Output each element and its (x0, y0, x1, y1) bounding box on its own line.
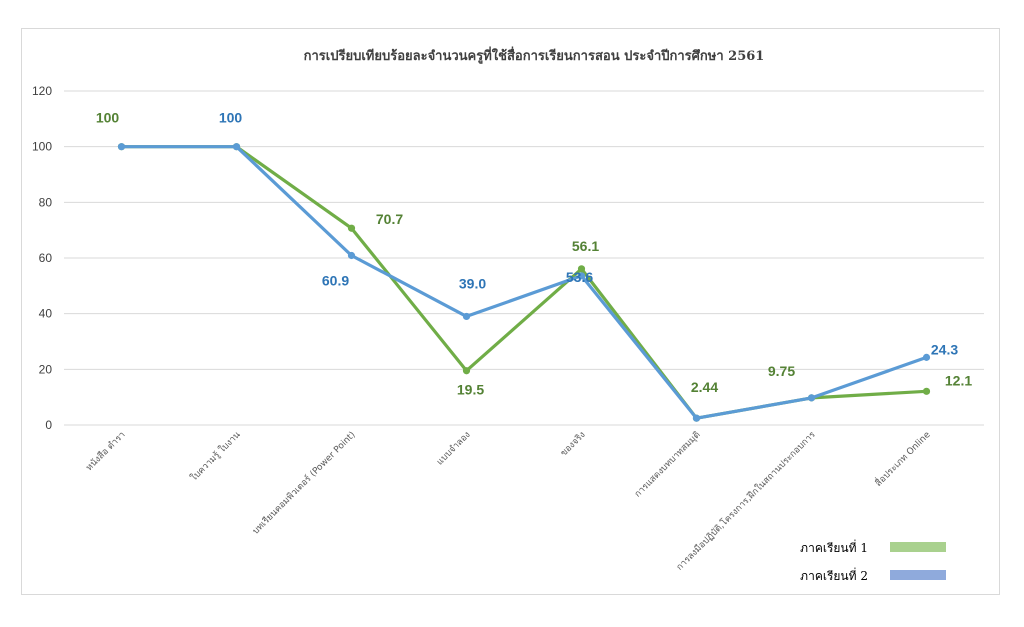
series-2-point (117, 143, 126, 151)
series-2-point (922, 353, 931, 361)
x-tick-label: การลงมือปฏิบัติ,โครงการ,ฝึกในสถานประกอบก… (674, 429, 817, 572)
y-tick-label: 120 (32, 84, 52, 98)
series-2-point (232, 143, 241, 151)
series-2-point (807, 394, 816, 402)
data-label: 12.1 (945, 372, 972, 388)
y-tick-label: 40 (39, 307, 53, 321)
legend-label: ภาคเรียนที่ 2 (800, 567, 868, 583)
series-1-point (347, 224, 356, 232)
data-label: 24.3 (931, 341, 958, 357)
series-1-point (462, 367, 471, 375)
data-label: 9.75 (768, 363, 795, 379)
y-tick-label: 100 (32, 140, 52, 154)
x-tick-label: บทเรียนคอมพิวเตอร์ (Power Point) (250, 429, 358, 537)
y-tick-label: 60 (39, 251, 53, 265)
x-tick-label: หนังสือ ตำรา (84, 429, 128, 473)
y-tick-label: 20 (39, 362, 53, 376)
x-tick-label: การแสดงบทบาทสมมุติ (632, 429, 702, 499)
y-tick-label: 80 (39, 195, 53, 209)
series-1-point (577, 265, 586, 273)
x-tick-label: ใบความรู้ ใบงาน (188, 429, 242, 483)
legend-swatch (890, 570, 946, 580)
chart-title: การเปรียบเทียบร้อยละจำนวนครูที่ใช้สื่อกา… (304, 46, 765, 64)
series-2-point (577, 272, 586, 280)
x-tick-label: แบบจำลอง (435, 429, 473, 467)
x-tick-label: ของจริง (558, 429, 587, 458)
series-line-1 (119, 145, 929, 420)
chart-frame (21, 28, 1000, 595)
legend-swatch (890, 542, 946, 552)
data-label: 2.44 (691, 379, 718, 395)
data-label: 70.7 (376, 211, 403, 227)
series-2-point (692, 414, 701, 422)
data-label: 39.0 (459, 275, 486, 291)
data-label: 60.9 (322, 272, 349, 288)
data-label: 56.1 (572, 238, 599, 254)
data-label: 19.5 (457, 382, 484, 398)
x-tick-label: สื่อประเภท Online (872, 428, 933, 489)
data-label: 100 (96, 110, 120, 126)
series-2-point (462, 312, 471, 321)
data-label: 100 (219, 110, 243, 126)
series-1-point (922, 387, 931, 395)
series-line-2 (119, 145, 929, 420)
y-tick-label: 0 (45, 418, 52, 432)
legend-label: ภาคเรียนที่ 1 (800, 539, 868, 555)
data-label: 53.6 (566, 269, 593, 285)
series-2-point (347, 251, 356, 260)
